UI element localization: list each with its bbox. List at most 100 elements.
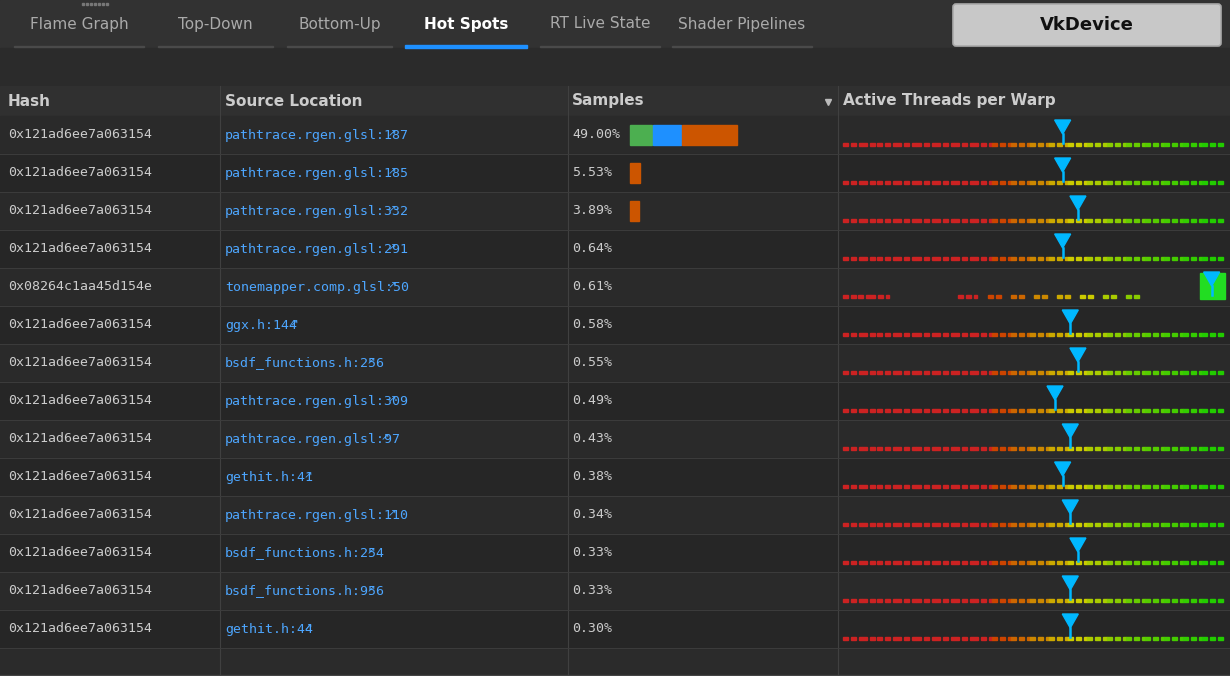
Bar bbox=[1020, 257, 1025, 260]
Bar bbox=[931, 257, 935, 260]
Bar bbox=[157, 46, 273, 47]
Bar bbox=[1111, 295, 1116, 298]
Bar bbox=[1125, 409, 1130, 412]
Bar bbox=[851, 181, 856, 184]
Bar bbox=[1103, 485, 1107, 488]
Bar bbox=[1153, 447, 1157, 450]
Text: 0x121ad6ee7a063154: 0x121ad6ee7a063154 bbox=[9, 433, 153, 445]
Bar bbox=[897, 333, 902, 336]
Bar bbox=[1114, 637, 1119, 640]
Bar bbox=[1141, 257, 1145, 260]
Bar bbox=[1164, 485, 1168, 488]
Bar bbox=[1103, 257, 1107, 260]
Bar bbox=[1218, 143, 1223, 146]
Bar bbox=[1000, 143, 1005, 146]
Bar bbox=[877, 143, 882, 146]
Bar bbox=[1134, 409, 1139, 412]
Bar bbox=[1065, 485, 1069, 488]
Bar bbox=[973, 219, 978, 222]
Bar bbox=[886, 409, 891, 412]
Bar bbox=[1164, 637, 1168, 640]
Bar bbox=[904, 181, 909, 184]
Bar bbox=[942, 143, 947, 146]
Bar bbox=[1096, 409, 1101, 412]
Text: ↗: ↗ bbox=[367, 546, 375, 556]
Bar bbox=[1038, 637, 1043, 640]
Bar bbox=[1114, 371, 1119, 374]
Bar bbox=[1210, 143, 1215, 146]
Bar bbox=[1161, 485, 1164, 488]
Bar bbox=[886, 637, 891, 640]
Bar bbox=[989, 637, 991, 640]
Bar bbox=[953, 409, 958, 412]
Bar bbox=[1011, 219, 1016, 222]
Bar bbox=[924, 485, 929, 488]
Bar bbox=[915, 333, 920, 336]
Bar bbox=[1058, 409, 1063, 412]
Bar bbox=[1038, 485, 1043, 488]
Bar bbox=[843, 181, 847, 184]
Bar bbox=[287, 46, 392, 47]
Text: 0x08264c1aa45d154e: 0x08264c1aa45d154e bbox=[9, 281, 153, 293]
Bar bbox=[1069, 637, 1074, 640]
Bar bbox=[1145, 409, 1150, 412]
Bar bbox=[958, 295, 963, 298]
Bar bbox=[1183, 257, 1188, 260]
Bar bbox=[989, 257, 991, 260]
Bar bbox=[1125, 295, 1130, 298]
Bar bbox=[962, 637, 967, 640]
Bar bbox=[851, 257, 856, 260]
Bar bbox=[1007, 447, 1011, 450]
Bar bbox=[1125, 257, 1130, 260]
Bar bbox=[935, 561, 940, 564]
Bar bbox=[1123, 485, 1125, 488]
Bar bbox=[1042, 295, 1047, 298]
Bar bbox=[1049, 599, 1054, 602]
Bar bbox=[915, 447, 920, 450]
Bar bbox=[991, 219, 998, 222]
Bar bbox=[931, 599, 935, 602]
Bar bbox=[0, 534, 1230, 572]
Bar bbox=[935, 333, 940, 336]
Text: VkDevice: VkDevice bbox=[1041, 16, 1134, 34]
Bar bbox=[1141, 523, 1145, 526]
Bar bbox=[1191, 523, 1196, 526]
Bar bbox=[931, 181, 935, 184]
Bar bbox=[897, 219, 902, 222]
Bar bbox=[1180, 409, 1183, 412]
Bar bbox=[1049, 447, 1054, 450]
Bar bbox=[893, 523, 897, 526]
Bar bbox=[1141, 599, 1145, 602]
Bar bbox=[962, 219, 967, 222]
Bar bbox=[989, 561, 991, 564]
Bar bbox=[1069, 409, 1074, 412]
Bar bbox=[14, 46, 144, 47]
Bar bbox=[1183, 599, 1188, 602]
Bar bbox=[1134, 181, 1139, 184]
Bar bbox=[851, 295, 856, 298]
Bar bbox=[1123, 143, 1125, 146]
Bar bbox=[1085, 637, 1087, 640]
Bar bbox=[991, 257, 998, 260]
Bar bbox=[1183, 637, 1188, 640]
Bar bbox=[1027, 447, 1031, 450]
Bar bbox=[989, 333, 991, 336]
Bar bbox=[1049, 257, 1054, 260]
Bar bbox=[893, 409, 897, 412]
Bar bbox=[1020, 637, 1025, 640]
Bar bbox=[924, 371, 929, 374]
Text: pathtrace.rgen.glsl:110: pathtrace.rgen.glsl:110 bbox=[225, 508, 410, 521]
Bar bbox=[980, 409, 986, 412]
Text: 0.43%: 0.43% bbox=[572, 433, 613, 445]
Bar bbox=[1153, 409, 1157, 412]
Bar bbox=[859, 219, 862, 222]
Text: ↗: ↗ bbox=[304, 470, 312, 480]
Bar bbox=[1096, 371, 1101, 374]
Text: pathtrace.rgen.glsl:291: pathtrace.rgen.glsl:291 bbox=[225, 243, 410, 256]
Bar bbox=[1076, 219, 1081, 222]
Bar bbox=[1076, 371, 1081, 374]
Bar bbox=[1218, 219, 1223, 222]
Bar bbox=[859, 257, 862, 260]
Text: 0x121ad6ee7a063154: 0x121ad6ee7a063154 bbox=[9, 585, 153, 598]
Bar bbox=[1191, 485, 1196, 488]
